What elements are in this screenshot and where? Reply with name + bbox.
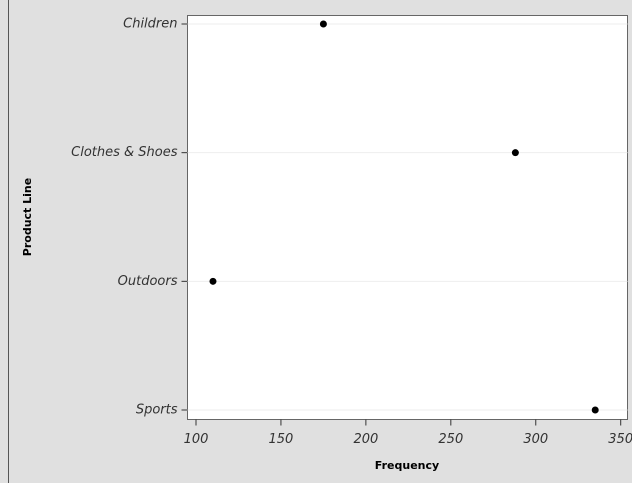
dot [591,406,599,414]
dot [319,20,327,28]
y-tick-label: Clothes & Shoes [71,145,178,160]
plot-area [187,15,628,420]
x-tick-label: 250 [438,432,463,447]
x-tick-label: 200 [353,432,378,447]
x-tick-label: 150 [269,432,294,447]
y-tick-label: Children [123,17,177,32]
dot [209,277,217,285]
y-axis-label: Product Line [21,178,34,256]
x-tick-label: 100 [184,432,209,447]
y-tick-label: Outdoors [118,274,178,289]
x-tick-label: 300 [523,432,548,447]
dot [511,149,519,157]
x-axis-label: Frequency [375,459,439,472]
x-tick-label: 350 [608,432,632,447]
y-tick-label: Sports [136,403,178,418]
